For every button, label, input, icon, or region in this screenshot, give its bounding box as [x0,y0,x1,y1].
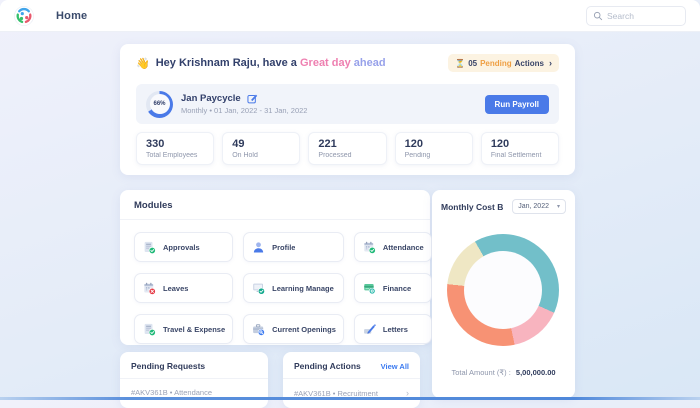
run-payroll-button[interactable]: Run Payroll [485,95,549,114]
actions-word: Actions [515,59,544,68]
hourglass-icon: ⏳ [455,59,465,68]
module-tile-learning-management[interactable]: Learning Manage [243,273,344,303]
stat-value: 49 [232,138,290,150]
stat-on-hold: 49 On Hold [222,132,300,165]
paycycle-subtitle: Monthly • 01 Jan, 2022 - 31 Jan, 2022 [181,106,307,115]
cost-donut-chart [447,234,559,346]
chevron-down-icon: ▾ [557,203,560,210]
search-icon [593,11,603,21]
stat-pending: 120 Pending [395,132,473,165]
module-label: Travel & Expense [163,325,225,334]
module-tile-attendance[interactable]: Attendance [354,232,432,262]
paycycle-title: Jan Paycycle [181,93,241,104]
module-tile-approvals[interactable]: Approvals [134,232,233,262]
greeting-highlight-purple: ahead [354,57,386,69]
modules-card: Modules Approvals Profile [120,190,430,345]
module-label: Current Openings [272,325,336,334]
module-label: Attendance [383,243,424,252]
edit-pencil-icon[interactable] [247,93,258,104]
pending-request-row[interactable]: #AKV361B • Attendance [120,379,268,397]
pending-actions-badge[interactable]: ⏳ 05 Pending Actions › [448,54,559,72]
person-icon [251,240,266,255]
module-label: Finance [383,284,411,293]
module-tile-current-openings[interactable]: Current Openings [243,314,344,344]
module-tile-letters[interactable]: Letters [354,314,432,344]
calendar-x-icon [142,281,157,296]
module-label: Profile [272,243,295,252]
briefcase-search-icon [251,322,266,337]
module-tile-leaves[interactable]: Leaves [134,273,233,303]
top-navbar: Home [0,0,700,32]
module-tile-profile[interactable]: Profile [243,232,344,262]
pending-count: 05 [468,59,477,68]
stat-final-settlement: 120 Final Settlement [481,132,559,165]
modules-grid: Approvals Profile Attendance [120,220,430,356]
paper-pencil-icon [362,322,377,337]
total-amount-value: 5,00,000.00 [516,368,556,377]
module-label: Leaves [163,284,188,293]
module-label: Letters [383,325,408,334]
pending-request-text: #AKV361B • Attendance [131,388,212,397]
period-value: Jan, 2022 [518,203,549,210]
stat-label: Processed [318,152,376,159]
paycycle-panel: 66% Jan Paycycle Monthly • 01 Jan, 2022 … [136,84,559,124]
pending-requests-title: Pending Requests [131,361,205,371]
chevron-right-icon: › [549,58,552,68]
stat-value: 221 [318,138,376,150]
document-check-icon [142,240,157,255]
monthly-cost-title: Monthly Cost B [441,202,503,212]
stat-label: On Hold [232,152,290,159]
document-check-icon [142,322,157,337]
period-dropdown[interactable]: Jan, 2022 ▾ [512,199,566,214]
modules-title: Modules [120,190,430,220]
module-tile-travel-expense[interactable]: Travel & Expense [134,314,233,344]
search-input[interactable] [607,11,679,21]
brand-logo-icon[interactable] [14,6,34,26]
paycycle-progress-label: 66% [146,91,173,118]
stat-value: 330 [146,138,204,150]
pending-actions-title: Pending Actions [294,361,361,371]
pending-action-row[interactable]: #AKV361B • Recruitment › [283,379,420,398]
module-label: Learning Manage [272,284,334,293]
stat-label: Final Settlement [491,152,549,159]
nav-home-link[interactable]: Home [56,10,87,22]
stat-label: Pending [405,152,463,159]
pending-word: Pending [480,59,512,68]
stat-value: 120 [491,138,549,150]
module-tile-finance[interactable]: Finance [354,273,432,303]
greeting-highlight-pink: Great day [300,57,354,69]
stat-label: Total Employees [146,152,204,159]
total-amount-row: Total Amount (₹) : 5,00,000.00 [432,368,575,377]
wallet-icon [362,281,377,296]
stat-processed: 221 Processed [308,132,386,165]
total-amount-label: Total Amount (₹) : [451,368,510,377]
paycycle-progress-ring: 66% [146,91,173,118]
monthly-cost-card: Monthly Cost B Jan, 2022 ▾ Total Amount … [432,190,575,398]
calendar-check-icon [362,240,377,255]
stat-value: 120 [405,138,463,150]
greeting-prefix: Hey Krishnam Raju, have a [156,57,300,69]
greeting-text: Hey Krishnam Raju, have a Great day ahea… [156,57,386,69]
stat-total-employees: 330 Total Employees [136,132,214,165]
payroll-stats-row: 330 Total Employees 49 On Hold 221 Proce… [136,132,559,165]
search-box[interactable] [586,6,686,26]
greeting-card: 👋 Hey Krishnam Raju, have a Great day ah… [120,44,575,175]
wave-emoji-icon: 👋 [136,57,150,70]
view-all-link[interactable]: View All [381,362,409,371]
screen-check-icon [251,281,266,296]
module-label: Approvals [163,243,200,252]
